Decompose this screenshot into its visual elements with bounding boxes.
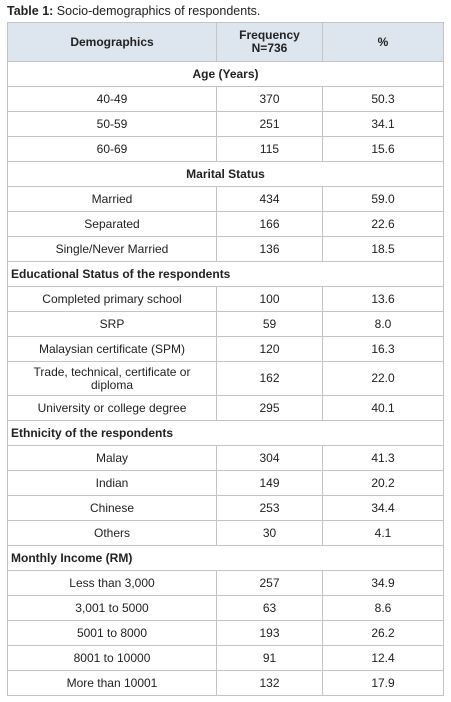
data-row: 50-59 251 34.1 (7, 111, 444, 137)
caption-label: Table 1: (7, 4, 54, 18)
cell: 8.6 (322, 595, 444, 621)
cell: 257 (216, 570, 323, 596)
cell: 18.5 (322, 236, 444, 262)
cell: 34.9 (322, 570, 444, 596)
data-row: 5001 to 8000 193 26.2 (7, 620, 444, 646)
cell: 91 (216, 645, 323, 671)
cell: 132 (216, 670, 323, 696)
row-label: Others (7, 520, 217, 546)
data-row: 8001 to 10000 91 12.4 (7, 645, 444, 671)
section-title: Educational Status of the respondents (7, 261, 444, 287)
row-label: 40-49 (7, 86, 217, 112)
cell: 59.0 (322, 186, 444, 212)
table: Demographics Frequency N=736 % Age (Year… (7, 22, 444, 696)
cell: 15.6 (322, 136, 444, 162)
caption-text: Socio-demographics of respondents. (56, 4, 261, 18)
row-label: Separated (7, 211, 217, 237)
section-row: Educational Status of the respondents (7, 261, 444, 287)
cell: 100 (216, 286, 323, 312)
row-label: 50-59 (7, 111, 217, 137)
cell: 120 (216, 336, 323, 362)
data-row: Completed primary school 100 13.6 (7, 286, 444, 312)
data-row: Malay 304 41.3 (7, 445, 444, 471)
cell: 8.0 (322, 311, 444, 337)
cell: 115 (216, 136, 323, 162)
section-row: Ethnicity of the respondents (7, 420, 444, 446)
cell: 34.4 (322, 495, 444, 521)
header-row: Demographics Frequency N=736 % (7, 22, 444, 62)
header-cell: % (322, 22, 444, 62)
cell: 4.1 (322, 520, 444, 546)
cell: 59 (216, 311, 323, 337)
row-label: University or college degree (7, 395, 217, 421)
cell: 63 (216, 595, 323, 621)
header-cell: Demographics (7, 22, 217, 62)
row-label: Trade, technical, certificate or diploma (7, 361, 217, 396)
data-row: University or college degree 295 40.1 (7, 395, 444, 421)
cell: 295 (216, 395, 323, 421)
section-row: Age (Years) (7, 61, 444, 87)
row-label: 8001 to 10000 (7, 645, 217, 671)
data-row: 40-49 370 50.3 (7, 86, 444, 112)
section-title: Monthly Income (RM) (7, 545, 444, 571)
data-row: Single/Never Married 136 18.5 (7, 236, 444, 262)
section-title: Marital Status (7, 161, 444, 187)
cell: 22.6 (322, 211, 444, 237)
row-label: Chinese (7, 495, 217, 521)
row-label: 60-69 (7, 136, 217, 162)
cell: 12.4 (322, 645, 444, 671)
cell: 193 (216, 620, 323, 646)
data-row: 60-69 115 15.6 (7, 136, 444, 162)
cell: 166 (216, 211, 323, 237)
data-row: Married 434 59.0 (7, 186, 444, 212)
cell: 251 (216, 111, 323, 137)
data-row: Others 30 4.1 (7, 520, 444, 546)
cell: 136 (216, 236, 323, 262)
data-row: Separated 166 22.6 (7, 211, 444, 237)
cell: 304 (216, 445, 323, 471)
section-title: Ethnicity of the respondents (7, 420, 444, 446)
cell: 30 (216, 520, 323, 546)
cell: 26.2 (322, 620, 444, 646)
data-row: Indian 149 20.2 (7, 470, 444, 496)
data-row: 3,001 to 5000 63 8.6 (7, 595, 444, 621)
row-label: Malaysian certificate (SPM) (7, 336, 217, 362)
cell: 162 (216, 361, 323, 396)
row-label: Married (7, 186, 217, 212)
cell: 370 (216, 86, 323, 112)
cell: 34.1 (322, 111, 444, 137)
row-label: 5001 to 8000 (7, 620, 217, 646)
section-row: Monthly Income (RM) (7, 545, 444, 571)
cell: 17.9 (322, 670, 444, 696)
header-cell: Frequency N=736 (216, 22, 323, 62)
cell: 50.3 (322, 86, 444, 112)
row-label: Indian (7, 470, 217, 496)
data-row: Chinese 253 34.4 (7, 495, 444, 521)
section-title: Age (Years) (7, 61, 444, 87)
cell: 434 (216, 186, 323, 212)
cell: 253 (216, 495, 323, 521)
cell: 20.2 (322, 470, 444, 496)
section-row: Marital Status (7, 161, 444, 187)
cell: 41.3 (322, 445, 444, 471)
cell: 13.6 (322, 286, 444, 312)
row-label: 3,001 to 5000 (7, 595, 217, 621)
data-row: Less than 3,000 257 34.9 (7, 570, 444, 596)
data-row: More than 10001 132 17.9 (7, 670, 444, 696)
row-label: Single/Never Married (7, 236, 217, 262)
cell: 16.3 (322, 336, 444, 362)
row-label: More than 10001 (7, 670, 217, 696)
row-label: Malay (7, 445, 217, 471)
data-row: Malaysian certificate (SPM) 120 16.3 (7, 336, 444, 362)
cell: 40.1 (322, 395, 444, 421)
cell: 149 (216, 470, 323, 496)
cell: 22.0 (322, 361, 444, 396)
row-label: Less than 3,000 (7, 570, 217, 596)
data-row: SRP 59 8.0 (7, 311, 444, 337)
row-label: Completed primary school (7, 286, 217, 312)
data-row: Trade, technical, certificate or diploma… (7, 361, 444, 396)
caption: Table 1: Socio-demographics of responden… (7, 4, 260, 18)
row-label: SRP (7, 311, 217, 337)
